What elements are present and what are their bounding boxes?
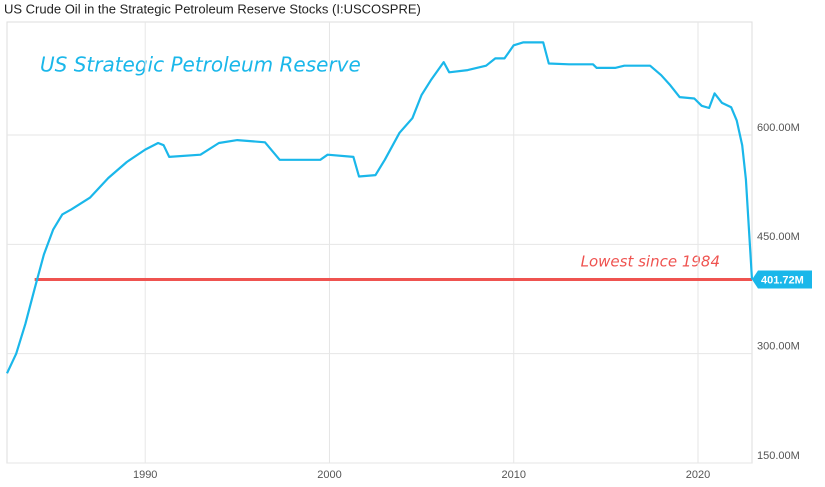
value-badge: [752, 270, 812, 289]
plot-frame: [6, 21, 753, 464]
chart-title: US Crude Oil in the Strategic Petroleum …: [4, 1, 421, 16]
x-tick-label: 2020: [686, 469, 710, 481]
x-tick-label: 2010: [501, 469, 525, 481]
line: [6, 41, 754, 374]
x-tick-label: 1990: [133, 469, 157, 481]
x-tick-label: 2000: [317, 469, 341, 481]
y-tick-label: 300.00M: [757, 341, 800, 353]
y-tick-label: 600.00M: [757, 122, 800, 134]
annotation: US Strategic Petroleum Reserve: [40, 53, 361, 77]
y-tick-label: 150.00M: [757, 450, 800, 462]
y-tick-label: 450.00M: [757, 231, 800, 243]
value-label: 401.72M: [761, 274, 804, 286]
annotation: Lowest since 1984: [581, 253, 720, 271]
